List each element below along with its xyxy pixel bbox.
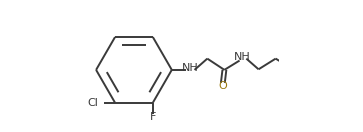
Text: O: O xyxy=(219,81,227,91)
Text: F: F xyxy=(150,112,156,122)
Text: Cl: Cl xyxy=(87,98,98,108)
Text: NH: NH xyxy=(182,63,199,73)
Text: NH: NH xyxy=(234,52,251,62)
